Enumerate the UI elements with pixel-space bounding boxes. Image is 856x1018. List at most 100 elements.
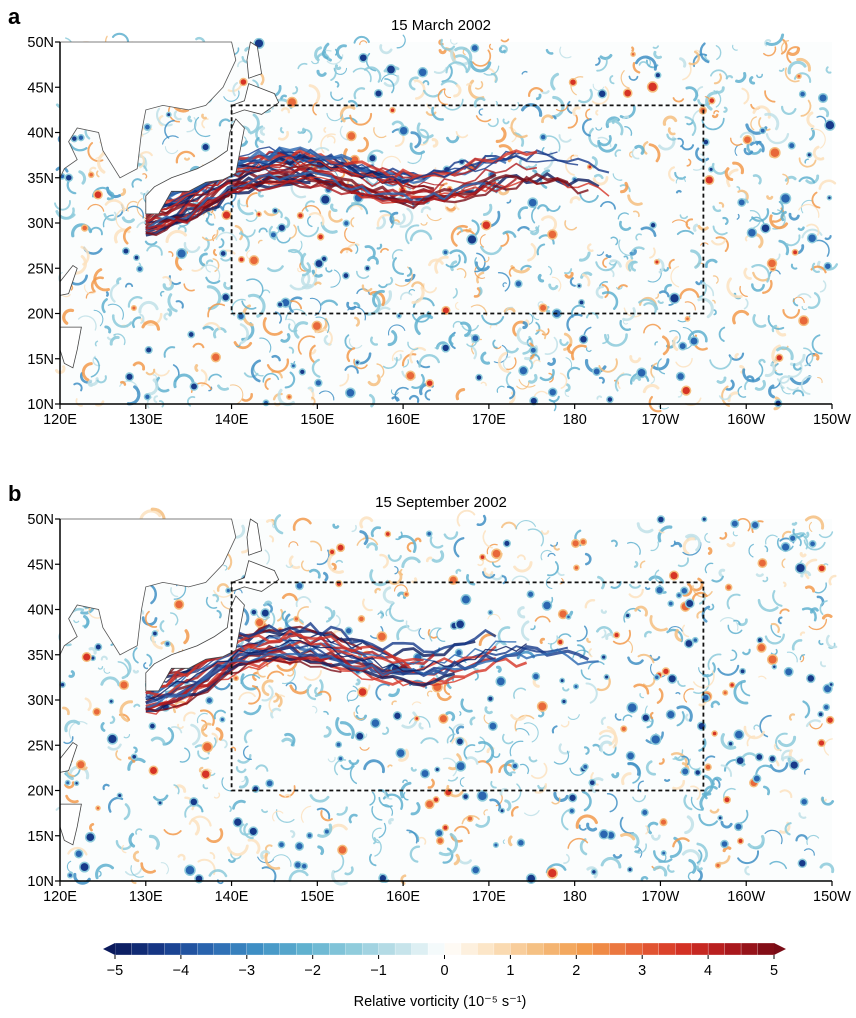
colorbar-segment xyxy=(724,942,742,956)
colorbar-tick-label: 1 xyxy=(506,963,514,979)
vorticity-eddies xyxy=(55,507,838,886)
colorbar-segment xyxy=(378,942,396,956)
y-tick-label: 30N xyxy=(27,216,54,232)
colorbar-tick-label: −4 xyxy=(173,963,190,979)
x-tick-label: 170W xyxy=(641,889,679,905)
colorbar-segment xyxy=(576,942,594,956)
colorbar: −5 −4 −3 −2 −1 0 1 2 3 4 5 xyxy=(103,942,786,979)
colorbar-segment xyxy=(592,942,610,956)
colorbar-tick-label: −3 xyxy=(239,963,256,979)
colorbar-segment xyxy=(147,942,165,956)
colorbar-segment xyxy=(131,942,149,956)
colorbar-segment xyxy=(213,942,231,956)
y-tick-label: 20N xyxy=(27,784,54,800)
x-tick-label: 160E xyxy=(386,889,420,905)
japan-island xyxy=(145,595,245,692)
y-tick-label: 35N xyxy=(27,171,54,187)
colorbar-segment xyxy=(246,942,264,956)
colorbar-tick-label: −1 xyxy=(370,963,387,979)
colorbar-segment xyxy=(675,942,693,956)
colorbar-segment xyxy=(230,942,248,956)
colorbar-segment xyxy=(691,942,709,956)
colorbar-tick-label: 5 xyxy=(770,963,778,979)
colorbar-tick-label: 2 xyxy=(572,963,580,979)
colorbar-segment xyxy=(740,942,758,956)
x-tick-label: 130E xyxy=(129,412,163,428)
colorbar-segment xyxy=(493,942,511,956)
colorbar-segment xyxy=(411,942,429,956)
colorbar-segment xyxy=(477,942,495,956)
y-tick-label: 15N xyxy=(27,352,54,368)
colorbar-segment xyxy=(361,942,380,956)
y-tick-label: 20N xyxy=(27,307,54,323)
panel-b-label: b xyxy=(8,481,22,506)
x-tick-label: 170E xyxy=(472,889,506,905)
colorbar-segment xyxy=(180,942,198,956)
colorbar-segment xyxy=(114,942,132,956)
y-tick-label: 40N xyxy=(27,603,54,619)
colorbar-segment xyxy=(559,942,577,956)
y-tick-label: 25N xyxy=(27,261,54,277)
x-tick-label: 150E xyxy=(300,412,334,428)
x-tick-label: 120E xyxy=(43,412,77,428)
colorbar-segment xyxy=(757,942,775,956)
japan-island xyxy=(145,118,245,215)
colorbar-segment xyxy=(312,942,330,956)
panel-b-title: 15 September 2002 xyxy=(375,494,507,511)
y-tick-label: 25N xyxy=(27,738,54,754)
y-tick-label: 15N xyxy=(27,829,54,845)
colorbar-min-arrow xyxy=(103,943,115,955)
x-tick-label: 130E xyxy=(129,889,163,905)
y-tick-label: 10N xyxy=(27,397,54,413)
colorbar-segment xyxy=(543,942,561,956)
colorbar-label: Relative vorticity (10⁻⁵ s⁻¹) xyxy=(353,994,527,1010)
y-tick-label: 45N xyxy=(27,557,54,573)
y-tick-label: 45N xyxy=(27,80,54,96)
y-tick-label: 35N xyxy=(27,648,54,664)
x-tick-label: 160E xyxy=(386,412,420,428)
colorbar-segment xyxy=(394,942,413,956)
x-tick-label: 160W xyxy=(727,412,765,428)
colorbar-segment xyxy=(296,942,314,956)
sakhalin-island xyxy=(246,518,263,556)
colorbar-segment xyxy=(460,942,478,956)
colorbar-tick-label: −2 xyxy=(304,963,321,979)
colorbar-segment xyxy=(329,942,347,956)
y-tick-label: 10N xyxy=(27,874,54,890)
x-tick-label: 150W xyxy=(813,889,851,905)
colorbar-segment xyxy=(279,942,297,956)
sakhalin-island xyxy=(246,41,263,79)
x-tick-label: 140E xyxy=(215,889,249,905)
x-tick-label: 170W xyxy=(641,412,679,428)
colorbar-segment xyxy=(164,942,182,956)
colorbar-segment xyxy=(642,942,660,956)
x-tick-label: 180 xyxy=(563,412,587,428)
x-tick-label: 160W xyxy=(727,889,765,905)
panel-a-title: 15 March 2002 xyxy=(390,17,492,34)
x-tick-label: 150W xyxy=(813,412,851,428)
y-tick-label: 50N xyxy=(27,35,54,51)
colorbar-segment xyxy=(625,942,643,956)
hokkaido-island xyxy=(231,560,280,592)
analysis-region-box xyxy=(230,104,705,315)
asia-landmass xyxy=(59,41,237,179)
y-tick-label: 50N xyxy=(27,512,54,528)
x-tick-label: 180 xyxy=(563,889,587,905)
x-tick-label: 120E xyxy=(43,889,77,905)
colorbar-segment xyxy=(197,942,215,956)
x-tick-label: 150E xyxy=(300,889,334,905)
colorbar-tick-label: −5 xyxy=(107,963,124,979)
colorbar-segment xyxy=(345,942,363,956)
x-tick-label: 140E xyxy=(215,412,249,428)
colorbar-tick-label: 4 xyxy=(704,963,712,979)
colorbar-segment xyxy=(526,942,544,956)
colorbar-segment xyxy=(510,942,528,956)
y-tick-label: 40N xyxy=(27,126,54,142)
kuroshio-jet xyxy=(145,621,599,715)
colorbar-segment xyxy=(707,942,726,956)
colorbar-tick-label: 3 xyxy=(638,963,646,979)
analysis-region-box xyxy=(230,581,705,792)
colorbar-segment xyxy=(658,942,676,956)
